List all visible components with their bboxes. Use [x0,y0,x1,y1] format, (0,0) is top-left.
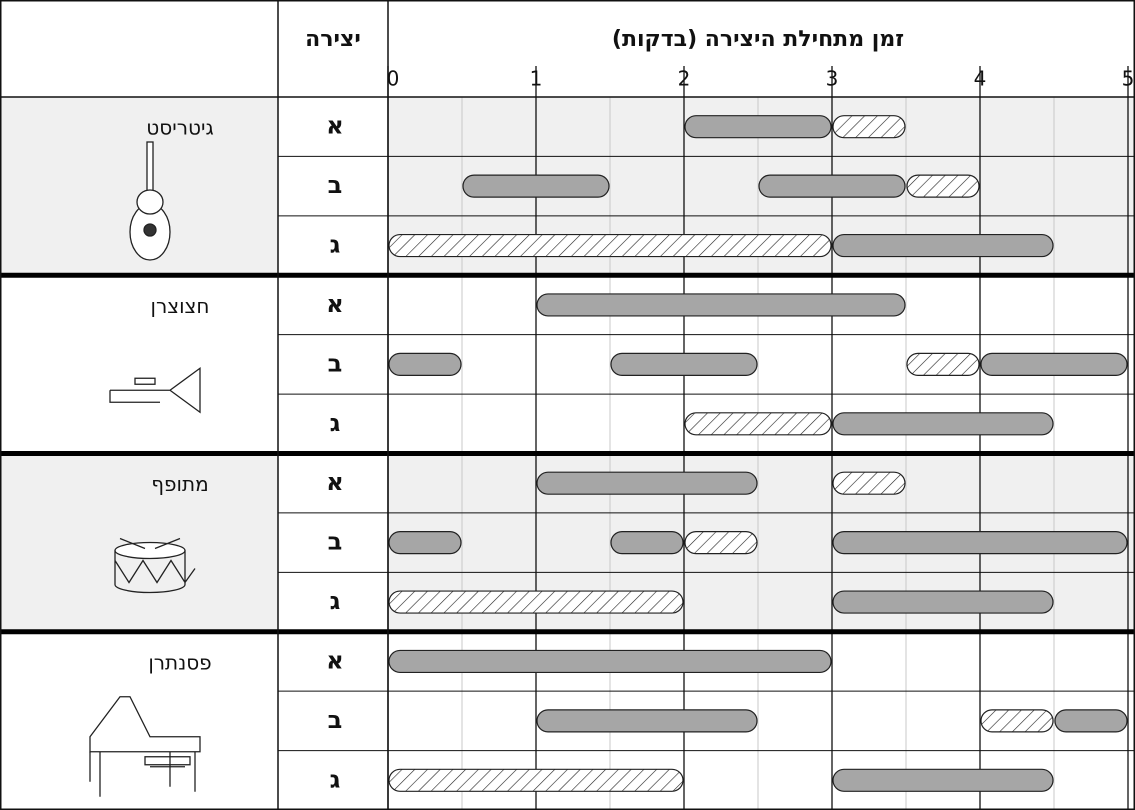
instrument-name: חצוצרן [151,294,210,318]
segment [980,709,1054,733]
segment [684,115,832,139]
chart-title: זמן מתחילת היצירה (בדקות) [612,27,904,52]
piece-name: א [326,290,343,318]
segment [684,531,758,555]
segment [832,590,1054,614]
instrument-name: גיטריסט [146,116,213,140]
icon-part [114,541,186,560]
icon-part [109,366,201,414]
instrument-name: פסנתרן [148,650,211,674]
segment [832,233,1054,258]
instrument-icon [109,366,201,414]
piece-name: א [326,646,343,674]
icon-part [146,141,154,193]
segment [832,768,1054,792]
piece-name: א [326,468,343,496]
segment [388,590,684,614]
segment [388,531,462,555]
segment [536,709,758,733]
segment [536,471,758,495]
x-tick-label: 5 [1122,67,1135,91]
segment [832,471,906,495]
x-tick-label: 3 [826,67,839,91]
segment [610,352,758,376]
segment [980,352,1128,376]
instrument-icon [129,141,171,261]
piece-name: ב [328,171,343,199]
piece-name: ב [328,706,343,734]
piece-name: ג [330,765,341,793]
x-tick-label: 1 [530,67,543,91]
piece-name: ג [330,231,341,259]
instrument-name: מתופף [151,472,208,496]
segment [388,768,684,792]
segment [388,352,462,376]
piece-name: ב [328,349,343,377]
piece-name: ג [330,409,341,437]
icon-part [114,550,196,594]
segment [906,174,980,198]
segment [388,233,832,258]
segment [462,174,610,198]
piece-name: ג [330,587,341,615]
segment [832,115,906,139]
segment [388,649,832,674]
segment [536,293,906,317]
icon-part [119,537,181,550]
segment [758,174,906,198]
instrument-icon [114,537,196,594]
piece-name: ב [328,528,343,556]
piece-name: א [326,112,343,140]
x-tick-label: 4 [974,67,987,91]
icon-part [89,751,196,797]
segment [610,531,684,555]
icon-part [89,696,201,753]
instrument-icon [89,696,201,797]
x-tick-label: 2 [678,67,691,91]
icon-part [134,377,156,385]
segment [832,531,1128,555]
segment [1054,709,1128,733]
icon-part [143,223,157,237]
icon-part [136,189,164,215]
piece-header: יצירה [305,27,361,52]
icon-part [144,756,191,766]
segment [684,412,832,436]
segment [832,412,1054,436]
segment [906,352,980,376]
x-tick-label: 0 [387,67,400,91]
